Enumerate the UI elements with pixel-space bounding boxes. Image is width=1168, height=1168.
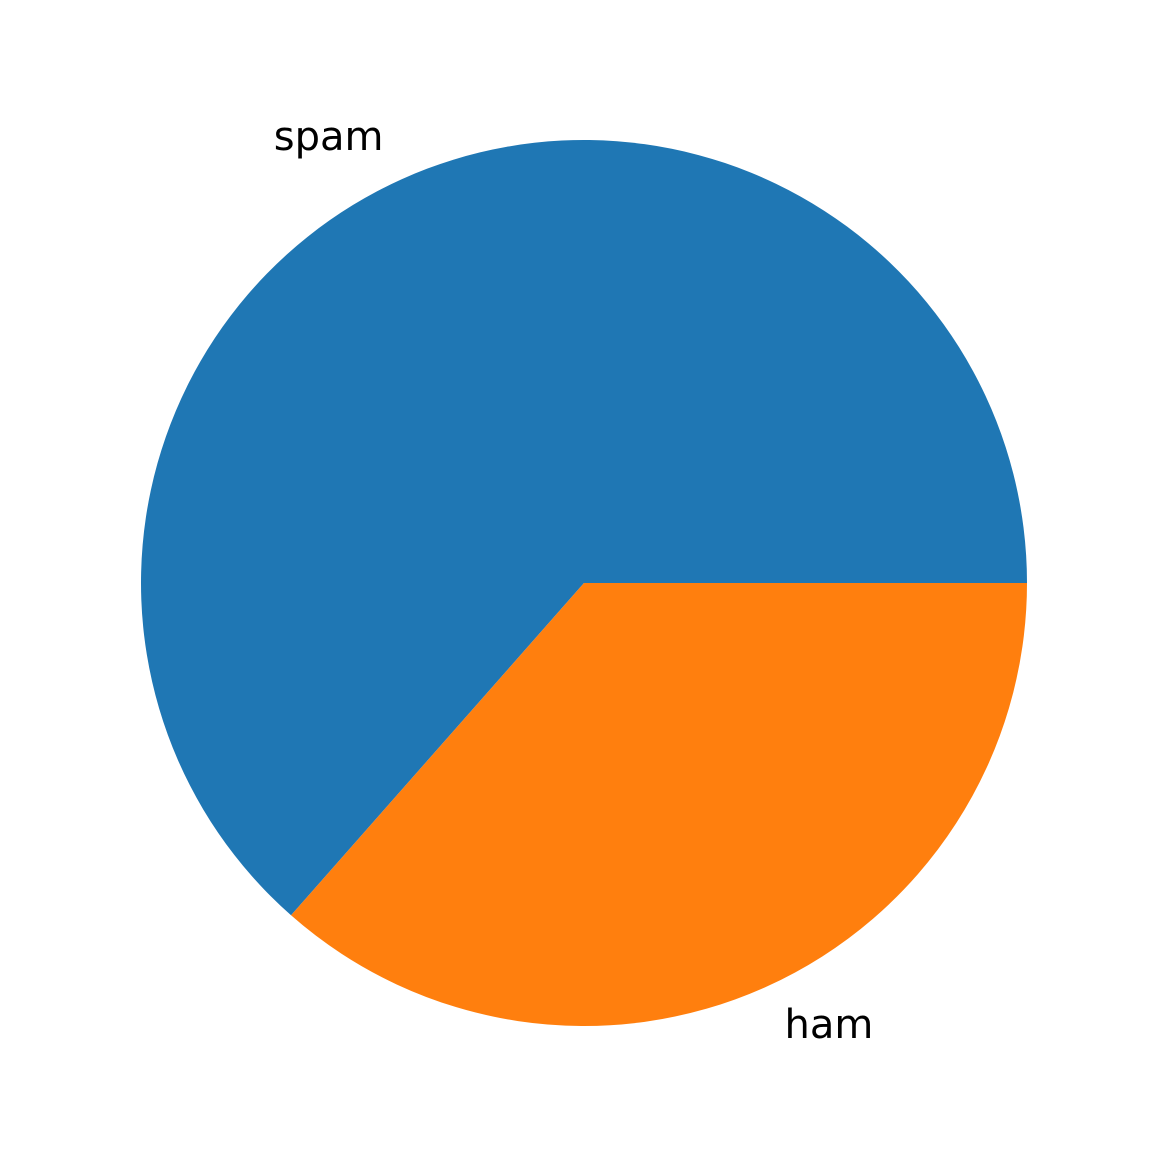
pie-slice-spam <box>141 140 1027 916</box>
pie-slices <box>141 140 1028 1026</box>
pie-label-ham: ham <box>785 1002 874 1048</box>
pie-labels: spam ham <box>274 114 874 1048</box>
pie-slice-ham <box>291 583 1028 1026</box>
pie-label-spam: spam <box>274 114 384 160</box>
